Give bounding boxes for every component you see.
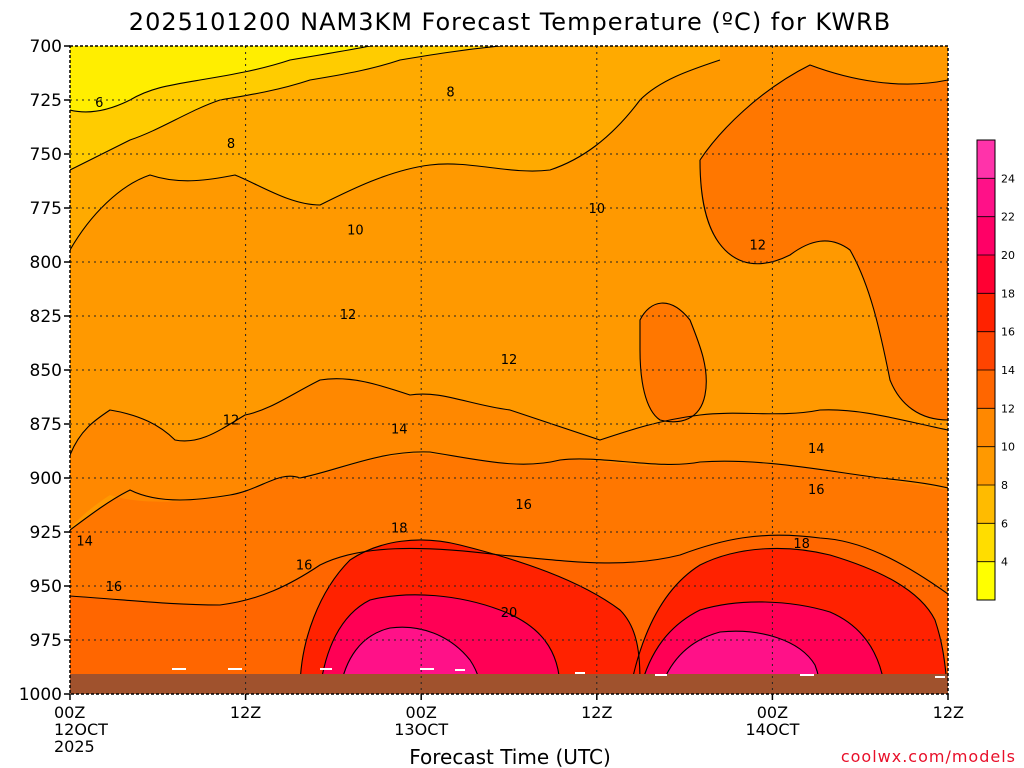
x-tick-label-4-1: 14OCT: [745, 720, 799, 739]
colorbar: 4 6 8 10 12 14 16 18 20 22 24: [976, 139, 1015, 601]
contour-label-9: 14: [391, 422, 408, 437]
contour-label-14: 16: [296, 558, 313, 573]
x-tick-label-0-2: 2025: [54, 737, 95, 756]
colorbar-swatch-5: [977, 370, 995, 409]
chart-title: 2025101200 NAM3KM Forecast Temperature (…: [129, 8, 891, 36]
x-axis-label: Forecast Time (UTC): [409, 745, 611, 768]
y-tick-label-725: 725: [30, 91, 62, 111]
colorbar-label-18: 18: [1001, 287, 1015, 300]
colorbar-swatch-7: [977, 293, 995, 333]
ground-marks: [172, 668, 945, 678]
colorbar-swatch-6: [977, 331, 995, 371]
colorbar-label-12: 12: [1001, 402, 1015, 415]
y-tick-label-775: 775: [30, 199, 62, 219]
contour-label-1: 8: [227, 137, 235, 152]
y-tick-label-975: 975: [30, 631, 62, 651]
y-axis: 700 725 750 775 800 825 850 875 900 925 950 975 1000: [19, 37, 70, 705]
colorbar-swatch-1: [977, 523, 995, 563]
contour-label-2: 8: [446, 85, 454, 100]
y-tick-label-750: 750: [30, 145, 62, 165]
x-tick-label-1-0: 12Z: [230, 703, 261, 722]
colorbar-label-24: 24: [1001, 172, 1015, 185]
y-tick-label-700: 700: [30, 37, 62, 57]
colorbar-label-22: 22: [1001, 211, 1015, 224]
contour-line-16: [70, 534, 948, 606]
y-tick-label-950: 950: [30, 577, 62, 597]
contour-label-16: 18: [391, 522, 408, 537]
contour-line-10: [70, 59, 721, 251]
contour-label-18: 20: [501, 606, 518, 621]
contour-label-0: 6: [95, 96, 103, 111]
credit-text: coolwx.com/models: [841, 747, 1016, 766]
contour-label-6: 12: [340, 308, 357, 323]
contour-line-20b: [639, 601, 886, 691]
temperature-pocket-12b: [640, 303, 707, 422]
y-tick-label-800: 800: [30, 253, 62, 273]
colorbar-label-20: 20: [1001, 249, 1015, 262]
y-tick-label-875: 875: [30, 415, 62, 435]
x-tick-label-2-1: 13OCT: [394, 720, 448, 739]
colorbar-label-14: 14: [1001, 364, 1015, 377]
contour-label-7: 12: [501, 353, 518, 368]
plot-area: 6 8 8 10 10 12 12 12 12 14 14 14 16 16 16 16 18 18 20: [70, 46, 948, 694]
y-tick-label-900: 900: [30, 469, 62, 489]
x-tick-label-5-0: 12Z: [933, 703, 964, 722]
colorbar-swatch-11: [977, 140, 995, 179]
contour-line-6: [70, 46, 371, 113]
contour-line-20a: [319, 594, 561, 691]
colorbar-label-4: 4: [1001, 556, 1008, 569]
contour-line-12-pocket: [699, 64, 948, 421]
colorbar-label-8: 8: [1001, 479, 1008, 492]
contour-label-4: 10: [589, 202, 606, 217]
temperature-band-14: [70, 451, 948, 605]
contour-line-14: [70, 451, 948, 531]
contour-line-18b: [629, 547, 948, 691]
y-tick-label-1000: 1000: [19, 685, 62, 705]
contour-label-11: 14: [76, 535, 93, 550]
grid-layer: [70, 46, 948, 694]
colorbar-label-6: 6: [1001, 517, 1008, 530]
ground-surface: [70, 674, 948, 694]
x-tick-label-0-0: 00Z: [54, 703, 85, 722]
x-tick-label-4-0: 00Z: [757, 703, 788, 722]
contour-line-12: [70, 378, 948, 456]
colorbar-swatch-10: [977, 178, 995, 218]
temperature-band-12: [70, 378, 948, 528]
colorbar-swatch-4: [977, 408, 995, 448]
y-tick-label-825: 825: [30, 307, 62, 327]
contour-label-13: 16: [808, 483, 825, 498]
contour-line-12-pocket-b: [639, 302, 707, 423]
contour-label-12: 16: [515, 498, 532, 513]
colorbar-swatch-2: [977, 485, 995, 524]
temperature-band-6: [70, 46, 370, 112]
x-tick-label-0-1: 12OCT: [54, 720, 108, 739]
contour-label-10: 14: [808, 442, 825, 457]
y-tick-label-925: 925: [30, 523, 62, 543]
x-tick-label-2-0: 00Z: [406, 703, 437, 722]
colorbar-swatch-3: [977, 446, 995, 486]
contour-line-8: [70, 46, 501, 171]
colorbar-label-16: 16: [1001, 326, 1015, 339]
contour-label-15: 16: [106, 580, 123, 595]
x-tick-label-3-0: 12Z: [581, 703, 612, 722]
colorbar-swatch-0: [977, 561, 995, 601]
contour-label-3: 10: [347, 224, 364, 239]
contour-line-18a: [299, 539, 641, 691]
contour-label-8: 12: [223, 414, 240, 429]
contour-label-layer: 6 8 8 10 10 12 12 12 12 14 14 14 16 16 16 16 18 18 20: [76, 85, 824, 621]
contour-label-5: 12: [749, 239, 766, 254]
colorbar-swatch-9: [977, 216, 995, 256]
contour-label-17: 18: [793, 537, 810, 552]
colorbar-label-10: 10: [1001, 441, 1015, 454]
colorbar-swatch-8: [977, 255, 995, 294]
y-tick-label-850: 850: [30, 361, 62, 381]
